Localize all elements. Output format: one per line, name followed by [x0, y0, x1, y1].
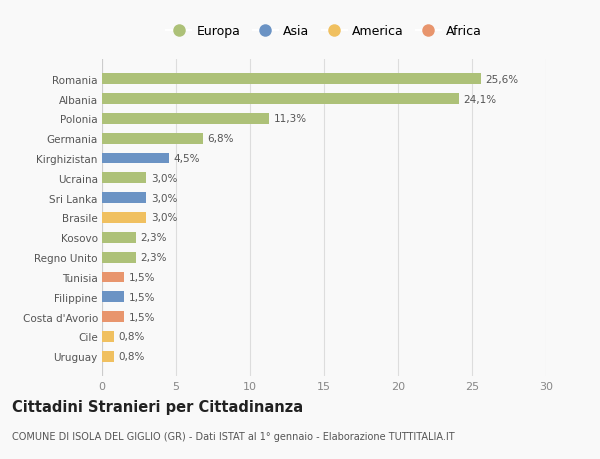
Text: 1,5%: 1,5% [128, 312, 155, 322]
Bar [102, 252, 136, 263]
Text: 4,5%: 4,5% [173, 154, 200, 164]
Text: 2,3%: 2,3% [140, 233, 167, 243]
Text: 0,8%: 0,8% [118, 332, 145, 342]
Text: 1,5%: 1,5% [128, 292, 155, 302]
Bar [102, 74, 481, 85]
Bar [102, 193, 146, 204]
Bar [102, 272, 124, 283]
Text: 3,0%: 3,0% [151, 193, 177, 203]
Bar [102, 173, 146, 184]
Text: 11,3%: 11,3% [274, 114, 307, 124]
Text: 0,8%: 0,8% [118, 352, 145, 362]
Bar [102, 213, 146, 224]
Bar [102, 312, 124, 322]
Text: 1,5%: 1,5% [128, 272, 155, 282]
Bar [102, 232, 136, 243]
Bar [102, 292, 124, 302]
Text: 3,0%: 3,0% [151, 213, 177, 223]
Text: 25,6%: 25,6% [485, 74, 518, 84]
Legend: Europa, Asia, America, Africa: Europa, Asia, America, Africa [163, 22, 485, 42]
Bar [102, 153, 169, 164]
Text: 2,3%: 2,3% [140, 252, 167, 263]
Text: 3,0%: 3,0% [151, 174, 177, 184]
Text: 24,1%: 24,1% [463, 94, 496, 104]
Bar [102, 351, 114, 362]
Text: 6,8%: 6,8% [207, 134, 233, 144]
Bar [102, 114, 269, 124]
Text: COMUNE DI ISOLA DEL GIGLIO (GR) - Dati ISTAT al 1° gennaio - Elaborazione TUTTIT: COMUNE DI ISOLA DEL GIGLIO (GR) - Dati I… [12, 431, 455, 442]
Bar [102, 94, 458, 105]
Bar [102, 134, 203, 144]
Text: Cittadini Stranieri per Cittadinanza: Cittadini Stranieri per Cittadinanza [12, 399, 303, 414]
Bar [102, 331, 114, 342]
